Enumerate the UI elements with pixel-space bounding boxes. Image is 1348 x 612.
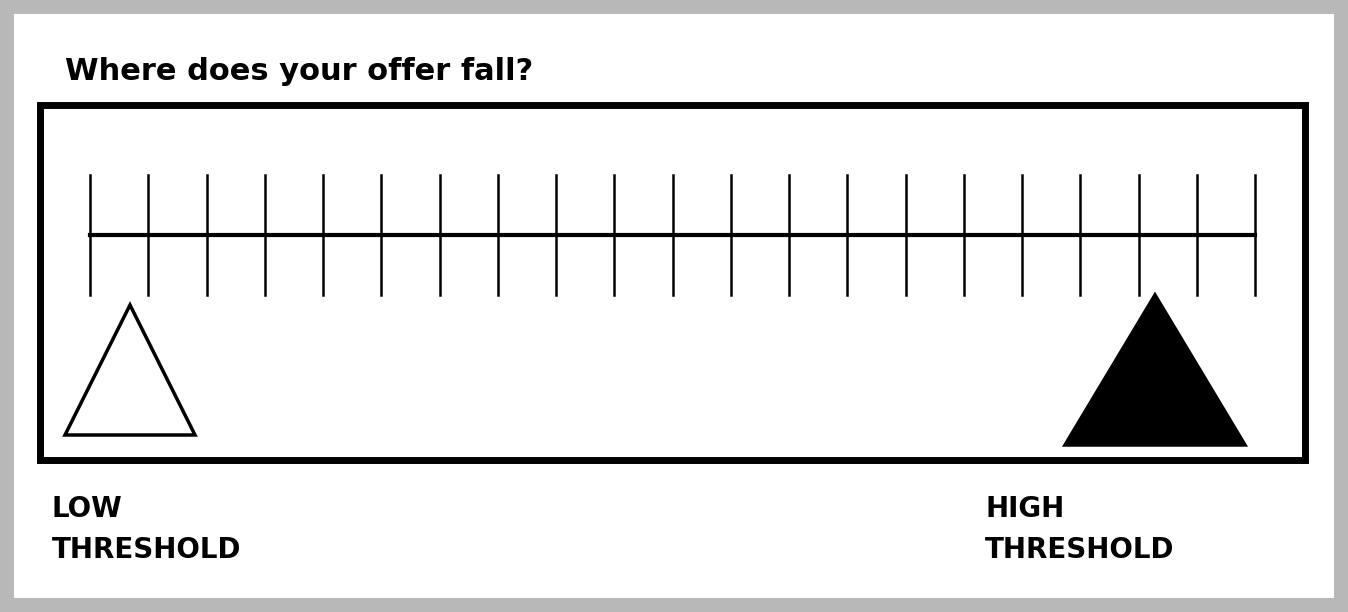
Bar [40, 105, 1305, 460]
Text: LOW: LOW [53, 495, 123, 523]
Text: Where does your offer fall?: Where does your offer fall? [65, 58, 534, 86]
Text: HIGH: HIGH [985, 495, 1065, 523]
Text: THRESHOLD: THRESHOLD [53, 536, 241, 564]
Text: THRESHOLD: THRESHOLD [985, 536, 1174, 564]
Polygon shape [65, 305, 195, 435]
Polygon shape [1065, 295, 1246, 445]
